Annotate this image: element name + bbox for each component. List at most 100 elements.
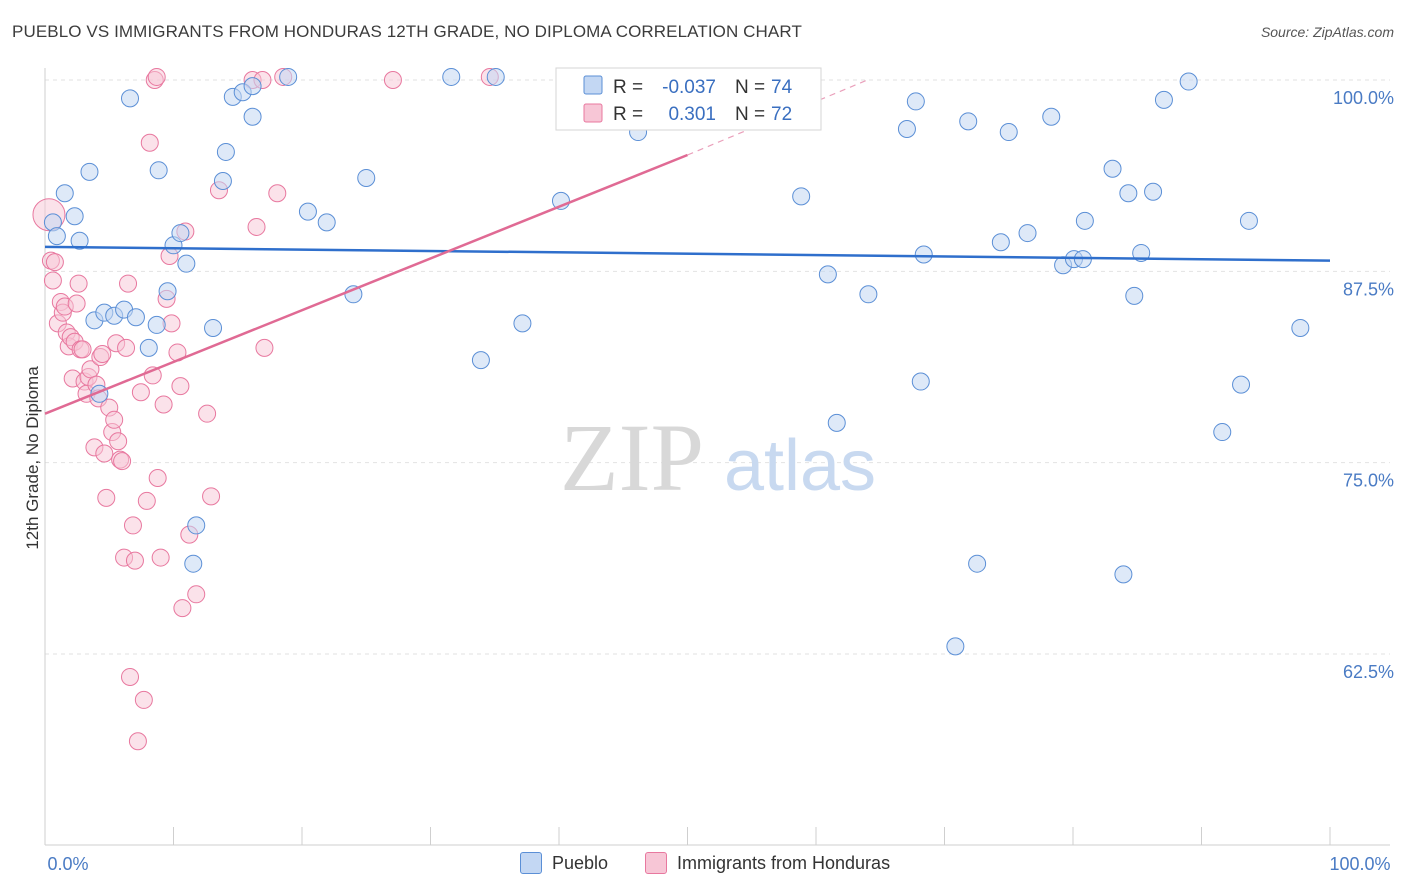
honduras-point-41 [128,732,147,751]
pueblo-point-45 [827,413,846,432]
pueblo-point-30 [298,202,317,221]
pueblo-point-70 [1213,423,1232,442]
grid-lines [45,79,1390,655]
pueblo-point-37 [513,314,532,333]
honduras-point-14 [69,274,88,293]
honduras-point-50 [154,395,173,414]
pueblo-point-27 [243,107,262,126]
y-tick-label-2: 87.5% [1343,279,1394,299]
honduras-point-39 [123,516,142,535]
pueblo-point-48 [906,92,925,111]
honduras-point-32 [109,432,128,451]
pueblo-point-71 [1232,375,1251,394]
pueblo-point-15 [149,161,168,180]
pueblo-point-36 [486,67,505,86]
pueblo-point-68 [1154,90,1173,109]
pueblo-point-28 [243,77,262,96]
watermark: ZIP atlas [560,404,876,511]
honduras-point-2 [43,271,62,290]
honduras-point-49 [151,548,170,567]
trend-lines [44,79,1331,415]
honduras-point-16 [73,340,92,359]
watermark-atlas: atlas [724,426,876,506]
pueblo-point-20 [184,554,203,573]
pueblo-point-69 [1179,72,1198,91]
pueblo-point-2 [55,184,74,203]
honduras-point-55 [171,377,190,396]
honduras-point-60 [198,404,217,423]
honduras-point-34 [113,452,132,471]
pueblo-point-49 [911,372,930,391]
pueblo-point-24 [216,142,235,161]
y-tick-label-0: 62.5% [1343,662,1394,682]
pueblo-point-52 [959,112,978,131]
honduras-point-71 [147,67,166,86]
pueblo-point-18 [171,224,190,243]
pueblo-point-21 [187,516,206,535]
chart-source: Source: ZipAtlas.com [1260,24,1394,40]
stats-legend-r-label-pueblo: R = [613,77,643,98]
pueblo-point-51 [946,637,965,656]
pueblo-point-5 [80,162,99,181]
pueblo-point-4 [70,231,89,250]
stats-legend-n-value-honduras: 72 [771,104,792,125]
axes [44,68,1390,846]
honduras-point-43 [134,690,153,709]
y-tick-label-1: 75.0% [1343,471,1394,491]
pueblo-point-43 [792,187,811,206]
pueblo-point-54 [991,233,1010,252]
pueblo-point-34 [442,67,461,86]
pueblo-point-22 [204,318,223,337]
legend-label-honduras: Immigrants from Honduras [677,852,891,873]
stats-legend-n-label-honduras: N = [735,104,765,125]
honduras-point-44 [137,491,156,510]
honduras-point-59 [187,585,206,604]
series-pueblo-points [43,67,1310,656]
legend-item-pueblo[interactable]: Pueblo [520,852,608,874]
pueblo-point-12 [126,308,145,327]
stats-legend-n-value-pueblo: 74 [771,77,793,98]
pueblo-point-55 [999,123,1018,142]
pueblo-point-62 [1103,159,1122,178]
pueblo-point-29 [279,67,298,86]
pueblo-point-23 [213,172,232,191]
pueblo-point-19 [177,254,196,273]
x-tick-label-0: 0.0% [47,854,88,874]
legend-label-pueblo: Pueblo [552,852,609,873]
honduras-point-64 [247,217,266,236]
pueblo-point-13 [139,338,158,357]
pueblo-point-66 [1132,243,1151,262]
honduras-point-38 [121,667,140,686]
pueblo-point-14 [147,315,166,334]
honduras-point-69 [383,71,402,89]
honduras-point-42 [131,383,150,402]
legend-bottom: Pueblo Immigrants from Honduras [0,852,1406,880]
legend-item-honduras[interactable]: Immigrants from Honduras [645,852,890,874]
honduras-point-53 [162,314,181,333]
honduras-point-48 [148,468,167,487]
y-tick-label-3: 100.0% [1333,88,1394,108]
honduras-point-20 [81,360,100,379]
pueblo-point-67 [1144,182,1163,201]
pueblo-point-35 [471,351,490,370]
pueblo-point-16 [158,282,177,301]
pueblo-point-53 [968,554,987,573]
pueblo-point-50 [914,245,933,264]
pueblo-point-31 [317,213,336,232]
stats-legend-r-value-pueblo: -0.037 [662,77,716,98]
pueblo-point-56 [1018,224,1037,243]
chart-title: PUEBLO VS IMMIGRANTS FROM HONDURAS 12TH … [12,22,802,41]
honduras-point-27 [97,488,116,507]
honduras-point-67 [268,184,287,203]
x-tick-label-100: 100.0% [1329,854,1390,874]
pueblo-point-57 [1042,107,1061,126]
pueblo-point-3 [65,207,84,226]
stats-legend-swatch-pueblo [583,75,603,95]
honduras-point-37 [119,274,138,293]
stats-legend-r-value-honduras: 0.301 [668,104,716,125]
honduras-point-61 [202,487,221,506]
watermark-zip: ZIP [560,404,704,511]
honduras-point-36 [117,338,136,357]
honduras-point-56 [173,599,192,618]
